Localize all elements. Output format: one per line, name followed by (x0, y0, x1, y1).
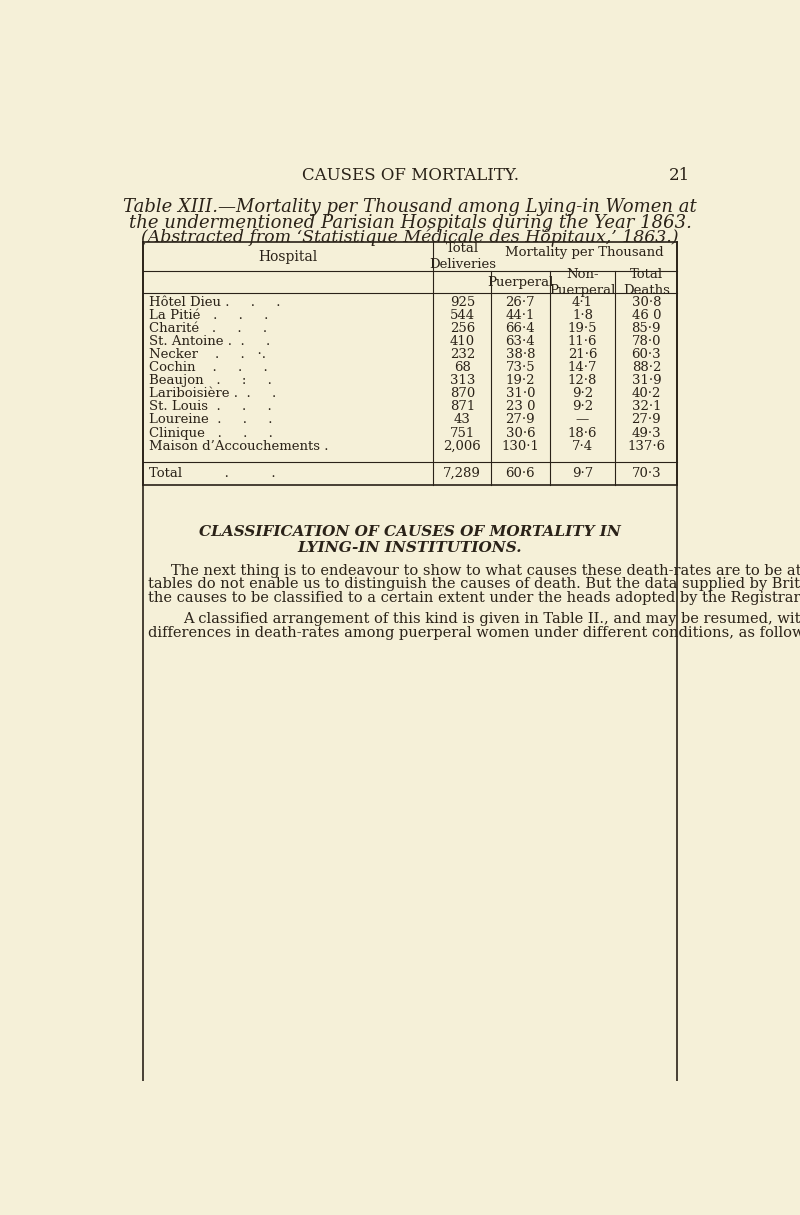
Text: 14·7: 14·7 (568, 361, 597, 374)
Text: differences in death-rates among puerperal women under different conditions, as : differences in death-rates among puerper… (148, 626, 800, 639)
Text: 751: 751 (450, 426, 475, 440)
Text: Puerperal: Puerperal (487, 276, 554, 289)
Text: 78·0: 78·0 (632, 335, 661, 347)
Text: Total
Deaths: Total Deaths (623, 267, 670, 296)
Text: 68: 68 (454, 361, 470, 374)
Text: 232: 232 (450, 347, 475, 361)
Text: 31·9: 31·9 (631, 374, 661, 388)
Text: 313: 313 (450, 374, 475, 388)
Text: 9·2: 9·2 (572, 400, 593, 413)
Text: 19·2: 19·2 (506, 374, 535, 388)
Text: 27·9: 27·9 (506, 413, 535, 426)
Text: Beaujon   .     :     .: Beaujon . : . (149, 374, 272, 388)
Text: 31·0: 31·0 (506, 388, 535, 400)
Text: 60·3: 60·3 (631, 347, 661, 361)
Text: 410: 410 (450, 335, 475, 347)
Text: tables do not enable us to distinguish the causes of death. But the data supplie: tables do not enable us to distinguish t… (148, 577, 800, 592)
Text: Lariboisière .  .     .: Lariboisière . . . (149, 388, 276, 400)
Text: CAUSES OF MORTALITY.: CAUSES OF MORTALITY. (302, 168, 518, 185)
Text: 44·1: 44·1 (506, 309, 535, 322)
Text: (Abstracted from ‘Statistique Médicale des Hôpitaux,’ 1863.): (Abstracted from ‘Statistique Médicale d… (142, 228, 678, 247)
Text: 46 0: 46 0 (632, 309, 661, 322)
Text: 925: 925 (450, 295, 475, 309)
Text: 7,289: 7,289 (443, 467, 482, 480)
Text: Loureine  .     .     .: Loureine . . . (149, 413, 272, 426)
Text: Hospital: Hospital (258, 249, 318, 264)
Text: —: — (576, 413, 589, 426)
Text: 18·6: 18·6 (568, 426, 597, 440)
Text: Clinique   .     .     .: Clinique . . . (149, 426, 273, 440)
Text: 9·2: 9·2 (572, 388, 593, 400)
Text: 66·4: 66·4 (506, 322, 535, 335)
Text: 26·7: 26·7 (506, 295, 535, 309)
Text: CLASSIFICATION OF CAUSES OF MORTALITY IN: CLASSIFICATION OF CAUSES OF MORTALITY IN (199, 525, 621, 539)
Text: 256: 256 (450, 322, 475, 335)
Text: 11·6: 11·6 (568, 335, 597, 347)
Text: 871: 871 (450, 400, 475, 413)
Text: The next thing is to endeavour to show to what causes these death-rates are to b: The next thing is to endeavour to show t… (171, 564, 800, 578)
Text: 7·4: 7·4 (572, 440, 593, 453)
Text: St. Louis  .     .     .: St. Louis . . . (149, 400, 271, 413)
Text: 12·8: 12·8 (568, 374, 597, 388)
Text: St. Antoine .  .     .: St. Antoine . . . (149, 335, 270, 347)
Text: 40·2: 40·2 (632, 388, 661, 400)
Text: 85·9: 85·9 (632, 322, 661, 335)
Text: La Pitié   .     .     .: La Pitié . . . (149, 309, 268, 322)
Text: Hôtel Dieu .     .     .: Hôtel Dieu . . . (149, 295, 280, 309)
Text: Charité   .     .     .: Charité . . . (149, 322, 267, 335)
Text: 30·8: 30·8 (632, 295, 661, 309)
Text: 4·1: 4·1 (572, 295, 593, 309)
Text: Mortality per Thousand: Mortality per Thousand (505, 247, 664, 259)
Text: 137·6: 137·6 (627, 440, 666, 453)
Text: 73·5: 73·5 (506, 361, 535, 374)
Text: LYING-IN INSTITUTIONS.: LYING-IN INSTITUTIONS. (298, 541, 522, 555)
Text: 43: 43 (454, 413, 470, 426)
Text: A classified arrangement of this kind is given in Table II., and may be resumed,: A classified arrangement of this kind is… (183, 612, 800, 626)
Text: 19·5: 19·5 (568, 322, 597, 335)
Text: Cochin    .     .     .: Cochin . . . (149, 361, 267, 374)
Text: 32·1: 32·1 (632, 400, 661, 413)
Text: 63·4: 63·4 (506, 335, 535, 347)
Text: Total
Deliveries: Total Deliveries (429, 242, 496, 271)
Text: 38·8: 38·8 (506, 347, 535, 361)
Text: 30·6: 30·6 (506, 426, 535, 440)
Text: 49·3: 49·3 (631, 426, 661, 440)
Text: Maison d’Accouchements .: Maison d’Accouchements . (149, 440, 328, 453)
Text: Non-
Puerperal: Non- Puerperal (550, 267, 616, 296)
Text: the undermentioned Parisian Hospitals during the Year 1863.: the undermentioned Parisian Hospitals du… (129, 214, 691, 232)
Text: 130·1: 130·1 (502, 440, 539, 453)
Text: 9·7: 9·7 (572, 467, 593, 480)
Text: 544: 544 (450, 309, 475, 322)
Text: 1·8: 1·8 (572, 309, 593, 322)
Text: the causes to be classified to a certain extent under the heads adopted by the R: the causes to be classified to a certain… (148, 590, 800, 605)
Text: 88·2: 88·2 (632, 361, 661, 374)
Text: 21·6: 21·6 (568, 347, 597, 361)
Text: 2,006: 2,006 (443, 440, 481, 453)
Text: 23 0: 23 0 (506, 400, 535, 413)
Text: 70·3: 70·3 (631, 467, 661, 480)
Text: 27·9: 27·9 (631, 413, 661, 426)
Text: 60·6: 60·6 (506, 467, 535, 480)
Text: 21: 21 (670, 168, 690, 185)
Text: Necker    .     .   ·.: Necker . . ·. (149, 347, 266, 361)
Text: Total          .          .: Total . . (149, 467, 275, 480)
Text: Table XIII.—Mortality per Thousand among Lying-in Women at: Table XIII.—Mortality per Thousand among… (123, 198, 697, 216)
Text: 870: 870 (450, 388, 475, 400)
